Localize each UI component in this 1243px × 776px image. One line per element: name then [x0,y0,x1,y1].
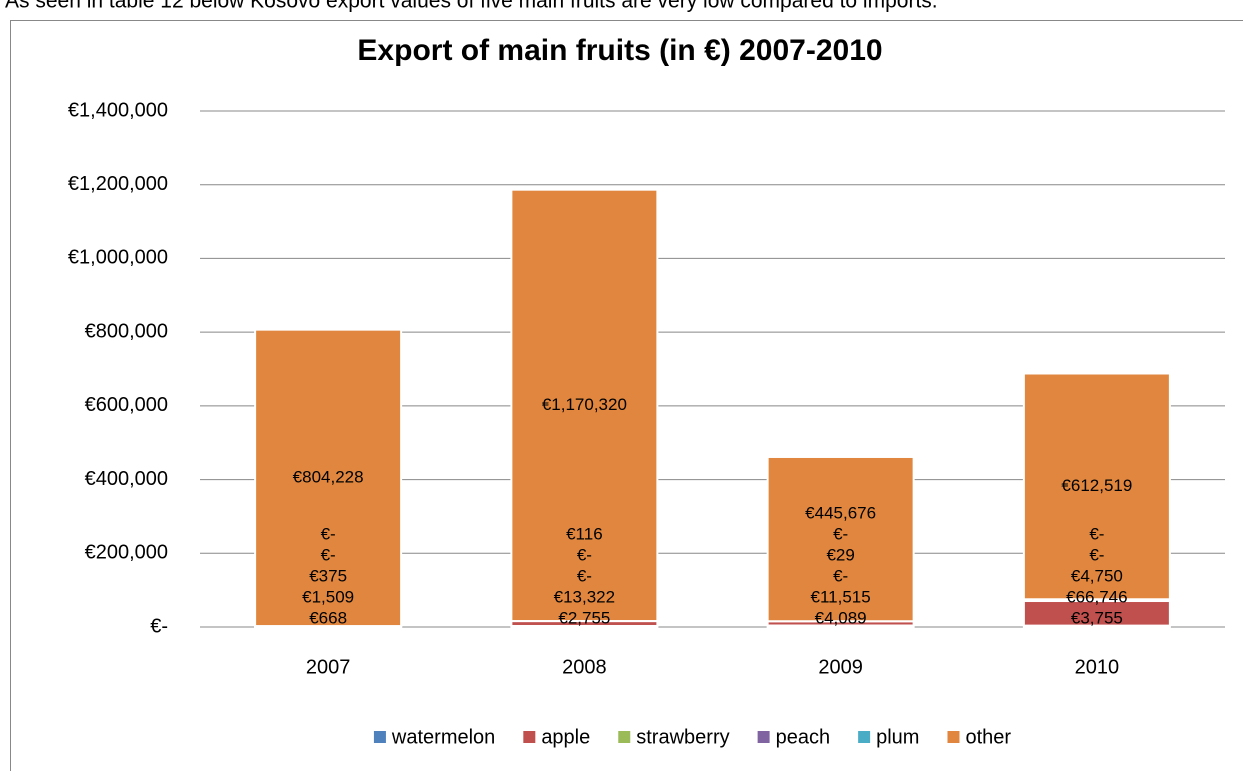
data-label: €29 [826,545,854,564]
x-tick-label: 2007 [306,656,351,678]
y-tick-label: €1,200,000 [68,173,168,195]
y-tick-label: €800,000 [85,320,168,342]
legend-swatch [523,731,535,743]
data-label: €- [577,545,592,564]
data-label: €612,519 [1061,476,1132,495]
data-label: €66,746 [1066,587,1127,606]
x-tick-label: 2009 [818,656,863,678]
data-label: €13,322 [554,587,615,606]
data-label: €1,170,320 [542,395,627,414]
intro-text: As seen in table 12 below Kosovo export … [5,0,938,13]
legend-label: strawberry [636,726,729,748]
data-label: €- [833,566,848,585]
data-label: €445,676 [805,503,876,522]
y-tick-label: €600,000 [85,394,168,416]
legend-label: plum [876,726,919,748]
legend-swatch [618,731,630,743]
data-label: €2,755 [558,608,610,627]
data-label: €375 [309,566,347,585]
data-label: €11,515 [811,587,871,606]
data-label: €1,509 [302,587,354,606]
y-tick-label: €1,400,000 [68,99,168,121]
y-tick-label: €200,000 [85,542,168,564]
data-label: €- [1089,545,1104,564]
legend-swatch [758,731,770,743]
data-label: €- [833,524,848,543]
data-label: €- [321,545,336,564]
data-label: €- [1089,524,1104,543]
legend-label: peach [776,726,831,748]
legend-label: watermelon [391,726,495,748]
data-label: €4,089 [815,608,867,627]
legend-swatch [947,731,959,743]
data-label: €- [577,566,592,585]
x-tick-label: 2010 [1075,656,1120,678]
legend-label: other [965,726,1011,748]
data-label: €668 [309,608,347,627]
legend-swatch [858,731,870,743]
data-label: €4,750 [1071,566,1123,585]
data-label: €804,228 [293,467,364,486]
chart-title: Export of main fruits (in €) 2007-2010 [357,34,882,67]
data-label: €116 [566,524,603,543]
x-tick-label: 2008 [562,656,607,678]
data-label: €3,755 [1071,608,1123,627]
legend-label: apple [541,726,590,748]
y-tick-label: €400,000 [85,468,168,490]
y-tick-label: €- [150,615,168,637]
y-tick-label: €1,000,000 [68,247,168,269]
legend-swatch [374,731,386,743]
data-label: €- [321,524,336,543]
